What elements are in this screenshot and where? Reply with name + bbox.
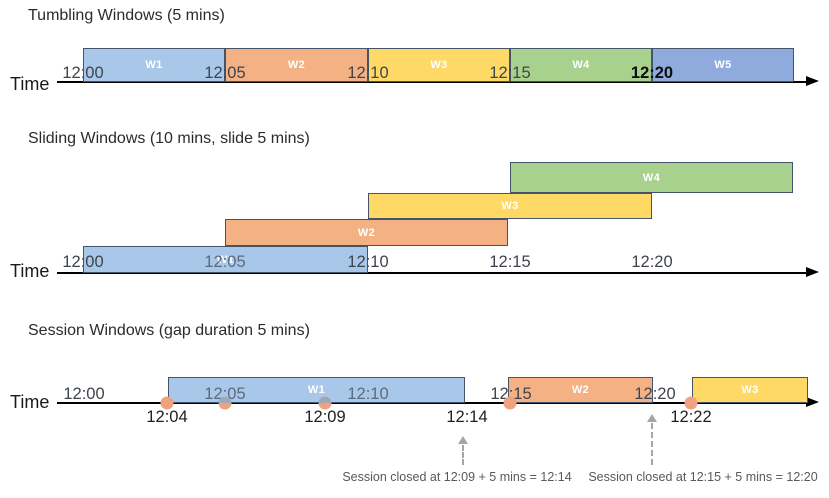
tick-12-05: 12:05 — [204, 64, 246, 82]
time-axis-label-tumbling: Time — [10, 74, 50, 94]
window-label: W4 — [642, 171, 661, 184]
event-dot-12-05 — [218, 396, 232, 410]
timeline-sliding — [57, 272, 807, 274]
window-label: W1 — [307, 384, 326, 396]
tumbling-window-w2: W2 — [225, 48, 368, 82]
window-label: W3 — [430, 59, 448, 71]
window-label: W2 — [571, 384, 590, 396]
session-closed-annotation-2: Session closed at 12:15 + 5 mins = 12:20 — [588, 470, 818, 484]
tick-12-20: 12:20 — [630, 64, 674, 82]
event-dot-12-22 — [684, 396, 698, 410]
tick-12-10: 12:10 — [347, 253, 389, 271]
window-label: W1 — [145, 59, 163, 71]
time-axis-label-sliding: Time — [10, 261, 50, 281]
tumbling-window-w5: W5 — [652, 48, 794, 82]
axis-arrow-icon — [806, 76, 819, 86]
annotation-arrow-stem — [462, 445, 464, 465]
window-label: W1 — [216, 253, 235, 266]
tick-12-05: 12:05 — [204, 253, 246, 271]
event-label-12-09: 12:09 — [304, 408, 346, 426]
sliding-window-w3: W3 — [368, 193, 652, 219]
window-label: W2 — [357, 226, 376, 239]
tick-12-00: 12:00 — [62, 253, 104, 271]
session-window-w1: W1 — [168, 377, 465, 403]
timeline-session — [57, 402, 807, 404]
timeline-tumbling — [57, 81, 807, 83]
tick-12-15: 12:15 — [489, 64, 531, 82]
tick-12-00: 12:00 — [62, 64, 104, 82]
tick-12-10: 12:10 — [347, 64, 389, 82]
event-dot-12-15 — [503, 396, 517, 410]
time-axis-label-session: Time — [10, 392, 50, 412]
tick-12-05: 12:05 — [204, 385, 246, 403]
section-title-sliding: Sliding Windows (10 mins, slide 5 mins) — [28, 130, 310, 147]
tick-12-20: 12:20 — [631, 253, 673, 271]
axis-arrow-icon — [806, 267, 819, 277]
session-window-w3: W3 — [692, 377, 808, 403]
tick-12-15: 12:15 — [490, 385, 532, 403]
tumbling-window-w4: W4 — [510, 48, 652, 82]
event-dot-12-04 — [160, 396, 174, 410]
event-label-12-22: 12:22 — [670, 408, 712, 426]
tick-12-15: 12:15 — [489, 253, 531, 271]
window-label: W4 — [572, 59, 590, 71]
tick-12-00: 12:00 — [63, 385, 105, 403]
section-title-tumbling: Tumbling Windows (5 mins) — [28, 7, 225, 24]
up-arrow-icon — [647, 414, 657, 422]
sliding-window-w1: W1 — [83, 246, 368, 273]
session-closed-annotation-1: Session closed at 12:09 + 5 mins = 12:14 — [342, 470, 572, 484]
axis-arrow-icon — [806, 397, 819, 407]
tumbling-window-w3: W3 — [368, 48, 510, 82]
window-label: W3 — [741, 384, 759, 396]
sliding-window-w4: W4 — [510, 162, 793, 193]
window-label: W2 — [287, 59, 306, 71]
event-dot-12-09 — [318, 396, 332, 410]
annotation-arrow-stem — [651, 423, 653, 465]
tick-12-10: 12:10 — [347, 385, 389, 403]
event-label-12-14: 12:14 — [446, 408, 488, 426]
section-title-session: Session Windows (gap duration 5 mins) — [28, 322, 310, 339]
session-window-w2: W2 — [508, 377, 653, 403]
window-label: W3 — [501, 200, 519, 212]
event-label-12-04: 12:04 — [146, 408, 188, 426]
window-label: W5 — [714, 59, 732, 71]
sliding-window-w2: W2 — [225, 219, 508, 246]
tick-12-20: 12:20 — [634, 385, 676, 403]
tumbling-window-w1: W1 — [83, 48, 225, 82]
up-arrow-icon — [458, 436, 468, 444]
